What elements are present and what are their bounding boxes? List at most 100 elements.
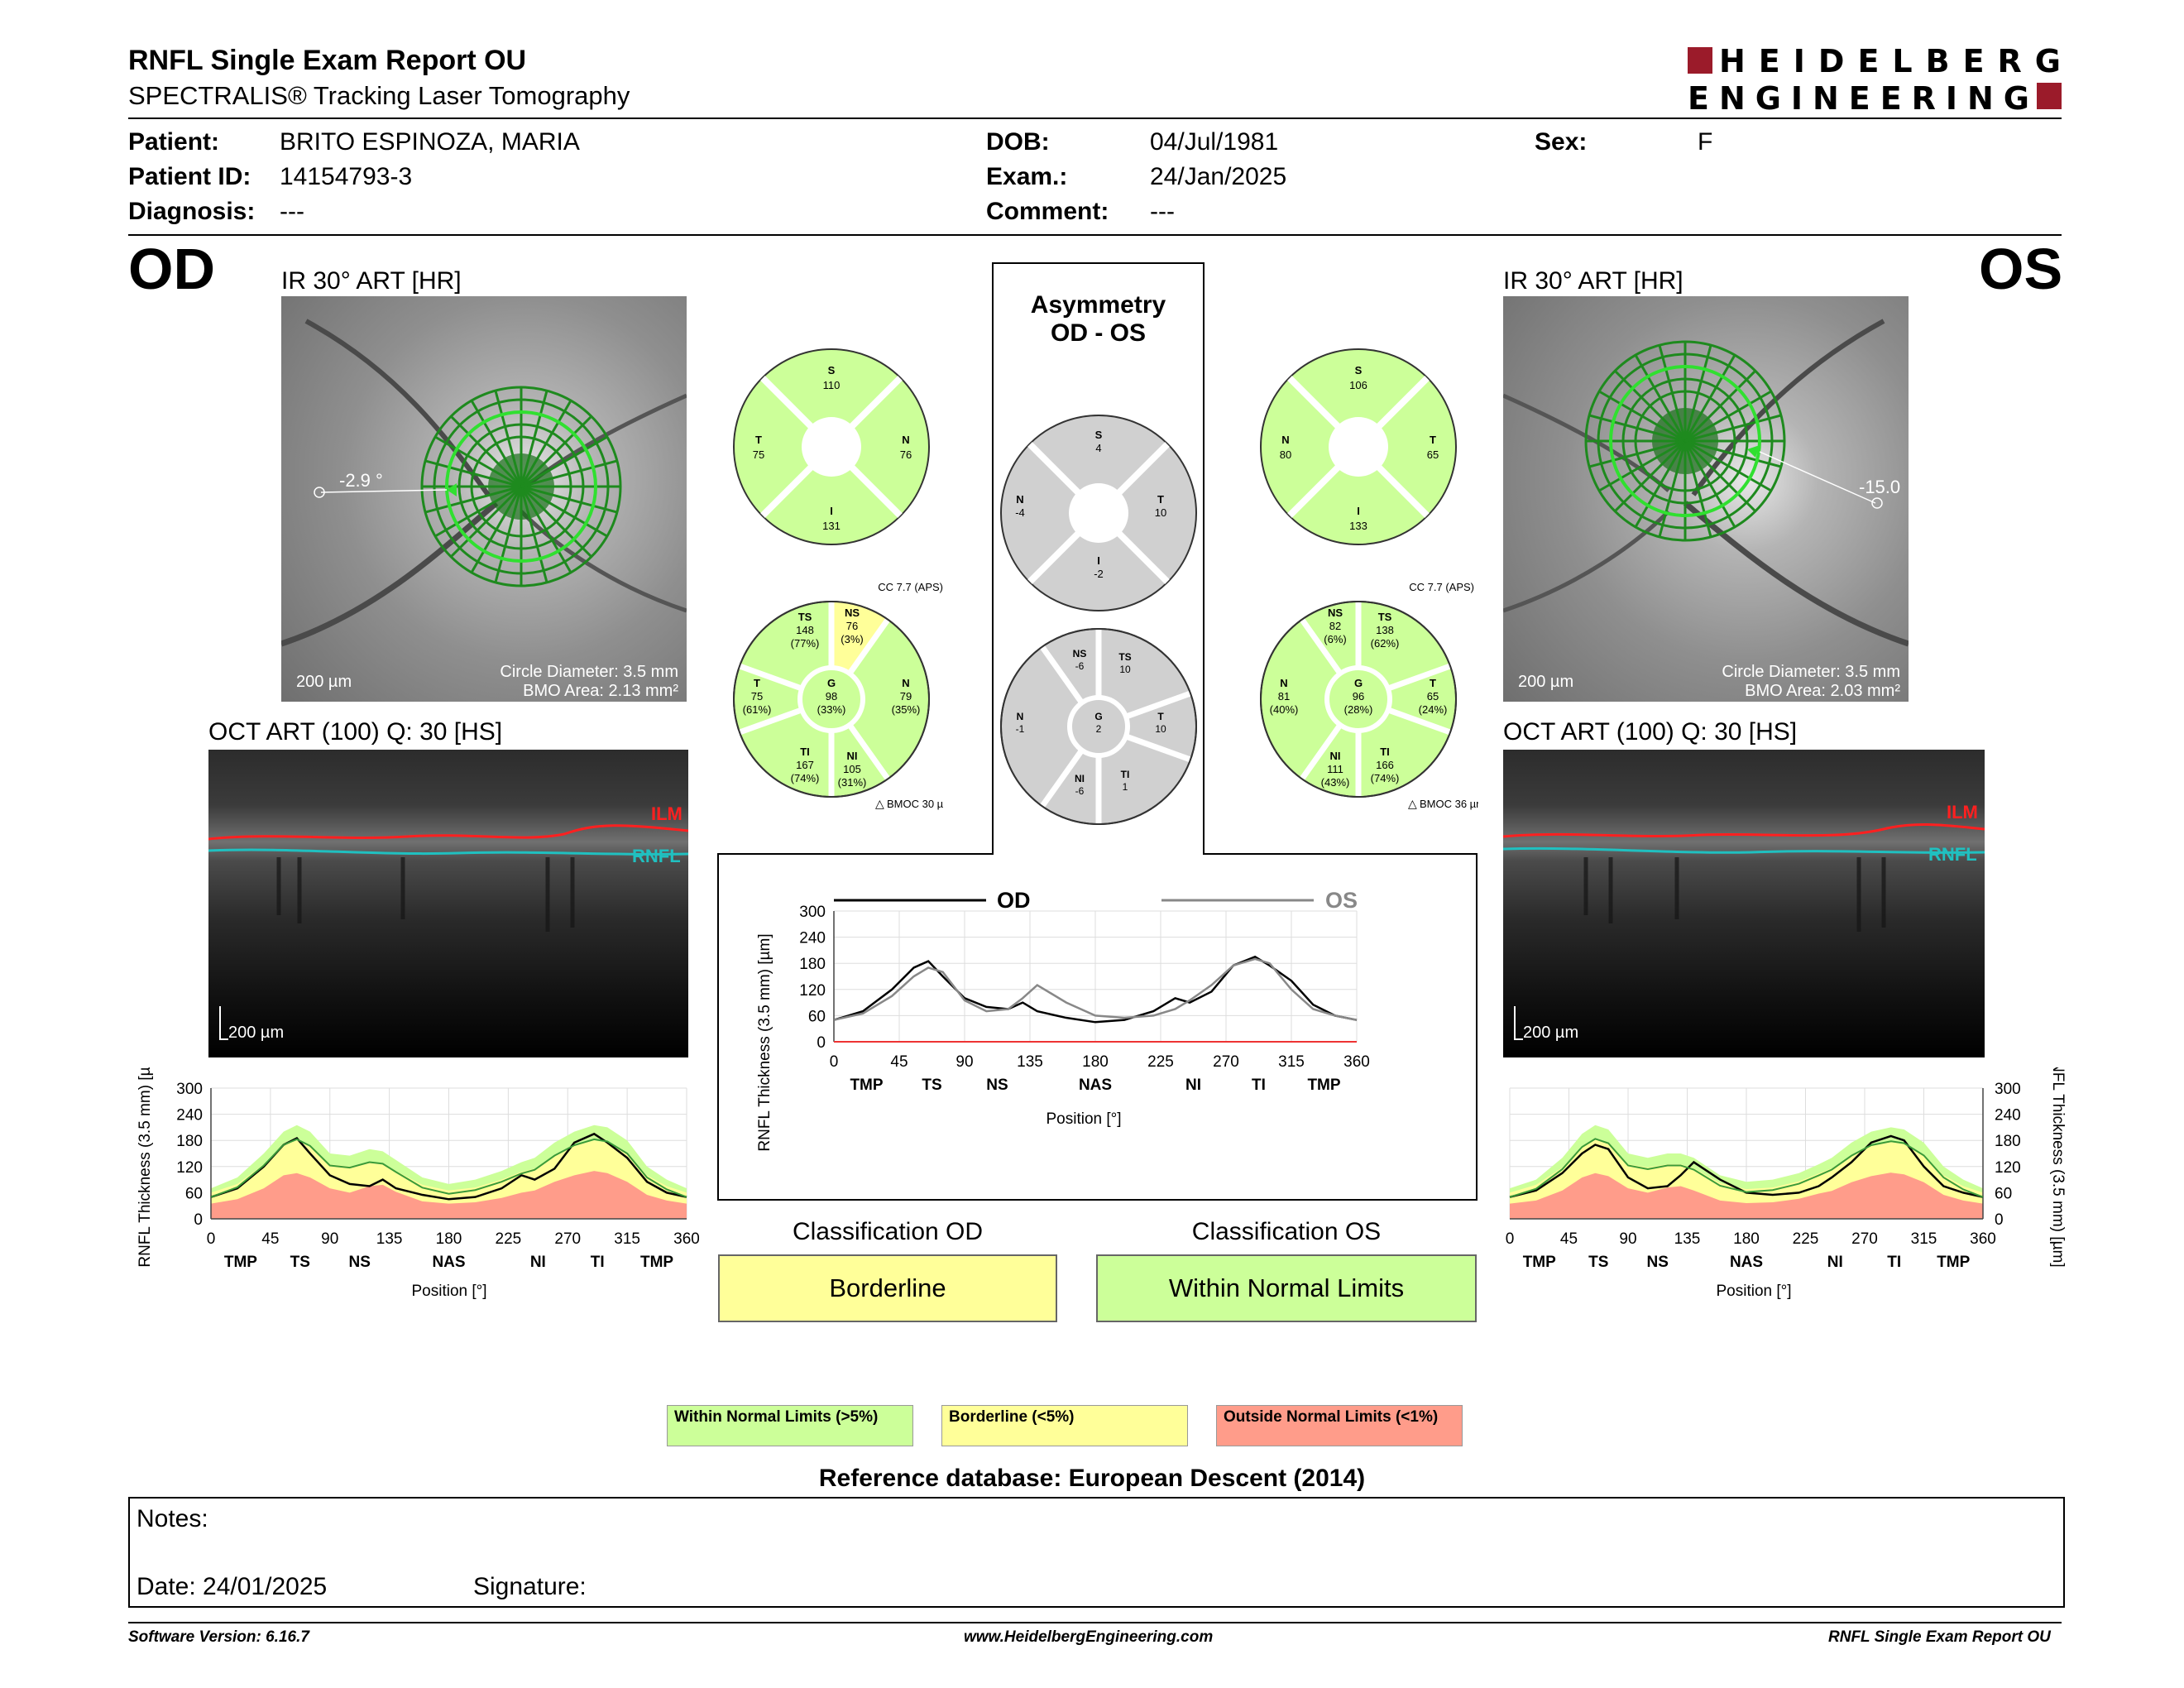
svg-text:200 µm: 200 µm — [228, 1024, 284, 1042]
svg-text:96: 96 — [1353, 690, 1364, 703]
asymmetry-sector-chart: NS -6 TS 10 N -1 G 2 T 10 NI -6 TI 1 — [999, 627, 1198, 830]
x-tick-label: 135 — [376, 1230, 403, 1248]
svg-text:TI: TI — [1121, 769, 1130, 780]
outside-normal-band — [211, 1171, 687, 1219]
svg-text:TS: TS — [798, 611, 812, 623]
svg-text:TI: TI — [1380, 746, 1390, 758]
patient-name: BRITO ESPINOZA, MARIA — [280, 128, 580, 156]
svg-text:RNFL Thickness (3.5 mm) [µm]: RNFL Thickness (3.5 mm) [µm] — [756, 933, 774, 1151]
svg-text:200 µm: 200 µm — [1523, 1024, 1578, 1042]
svg-text:S: S — [1355, 364, 1363, 376]
sector-label: NAS — [1079, 1077, 1112, 1094]
x-tick-label: 45 — [1560, 1230, 1578, 1248]
website: www.HeidelbergEngineering.com — [964, 1628, 1214, 1646]
sector-label: TI — [591, 1254, 605, 1271]
svg-text:I: I — [1357, 505, 1360, 517]
svg-text:(35%): (35%) — [892, 703, 921, 716]
y-tick-label: 180 — [1995, 1133, 2021, 1150]
series-line-od — [833, 955, 1358, 1024]
report-subtitle: SPECTRALIS® Tracking Laser Tomography — [128, 81, 630, 110]
svg-text:HEIDELBERG: HEIDELBERG — [1719, 45, 2062, 79]
svg-text:(62%): (62%) — [1371, 637, 1400, 650]
svg-text:-2: -2 — [1094, 568, 1104, 580]
svg-text:G: G — [1094, 711, 1102, 722]
y-tick-label: 0 — [817, 1034, 826, 1052]
x-tick-label: 360 — [1970, 1230, 1996, 1248]
svg-text:(40%): (40%) — [1270, 703, 1299, 716]
exam-label: Exam.: — [986, 163, 1068, 190]
normal-mean-line — [1509, 1138, 1984, 1198]
svg-text:166: 166 — [1376, 759, 1394, 771]
report-title: RNFL Single Exam Report OU — [128, 45, 527, 76]
od-oct-label: OCT ART (100) Q: 30 [HS] — [208, 718, 503, 746]
sector-label: NI — [1185, 1077, 1201, 1094]
x-tick-label: 180 — [1733, 1230, 1760, 1248]
svg-text:(31%): (31%) — [838, 776, 867, 789]
svg-text:Circle Diameter: 3.5 mm: Circle Diameter: 3.5 mm — [1722, 663, 1900, 681]
svg-text:Position [°]: Position [°] — [1046, 1110, 1121, 1128]
classification-os-badge: Within Normal Limits — [1096, 1254, 1477, 1322]
notes-signature: Signature: — [473, 1573, 587, 1600]
sector-label: TMP — [1523, 1254, 1556, 1271]
sector-label: NI — [1827, 1254, 1843, 1271]
svg-text:N: N — [1016, 493, 1023, 506]
x-tick-label: 225 — [1147, 1053, 1174, 1071]
asymmetry-quadrant-chart: S 4 N -4 T 10 I -2 — [999, 414, 1198, 616]
svg-text:T: T — [754, 677, 760, 689]
svg-text:N: N — [1017, 711, 1024, 722]
os-tsnit-chart: 300 240 180 120 60 0 0 45 90 135 180 225 270 315 360 TM… — [1503, 1049, 2074, 1320]
svg-text:(6%): (6%) — [1324, 633, 1346, 645]
x-tick-label: 90 — [1619, 1230, 1636, 1248]
os-eye-label: OS — [1979, 237, 2063, 301]
svg-text:(74%): (74%) — [791, 772, 820, 784]
svg-text:1: 1 — [1123, 781, 1128, 793]
y-tick-label: 120 — [799, 982, 826, 1000]
classification-os-title: Classification OS — [1191, 1218, 1382, 1245]
svg-text:82: 82 — [1329, 620, 1341, 632]
svg-text:CC 7.7 (APS): CC 7.7 (APS) — [1409, 581, 1474, 593]
sector-label: NAS — [432, 1254, 465, 1271]
x-tick-label: 135 — [1017, 1053, 1043, 1071]
svg-text:△: △ — [875, 797, 884, 810]
svg-text:81: 81 — [1278, 690, 1290, 703]
sector-label: TS — [922, 1077, 941, 1094]
svg-text:BMOC 36 µm: BMOC 36 µm — [1420, 798, 1478, 810]
asymmetry-title: Asymmetry OD - OS — [1030, 291, 1166, 347]
svg-text:(33%): (33%) — [817, 703, 846, 716]
heidelberg-logo: HEIDELBERG ENGINEERING — [1688, 43, 2064, 118]
x-tick-label: 315 — [614, 1230, 640, 1248]
x-tick-label: 90 — [956, 1053, 973, 1071]
normal-mean-line — [210, 1138, 687, 1198]
svg-text:NS: NS — [845, 607, 860, 619]
svg-text:ENGINEERING: ENGINEERING — [1688, 80, 2031, 114]
sector-label: TMP — [850, 1077, 883, 1094]
y-tick-label: 60 — [185, 1185, 203, 1202]
svg-text:Circle Diameter: 3.5 mm: Circle Diameter: 3.5 mm — [500, 663, 678, 681]
svg-text:NI: NI — [847, 750, 858, 762]
svg-text:111: 111 — [1327, 763, 1343, 775]
svg-text:(77%): (77%) — [791, 637, 820, 650]
svg-text:OS: OS — [1325, 888, 1358, 913]
svg-text:75: 75 — [753, 448, 764, 461]
svg-text:-4: -4 — [1015, 506, 1025, 519]
svg-text:79: 79 — [900, 690, 912, 703]
svg-text:T: T — [1430, 677, 1436, 689]
svg-text:75: 75 — [751, 690, 763, 703]
x-tick-label: 45 — [890, 1053, 908, 1071]
sector-label: TI — [1887, 1254, 1901, 1271]
y-tick-label: 0 — [194, 1211, 203, 1229]
sector-label: NS — [986, 1077, 1008, 1094]
notes-date: Date: 24/01/2025 — [136, 1573, 328, 1600]
svg-text:2: 2 — [1096, 723, 1102, 735]
y-tick-label: 0 — [1995, 1211, 2004, 1229]
y-tick-label: 120 — [176, 1159, 203, 1177]
svg-text:RNFL Thickness (3.5 mm) [µm]: RNFL Thickness (3.5 mm) [µm] — [136, 1067, 154, 1268]
od-sector-chart: CC 7.7 (APS) TS 148 (77%) NS 76 (3%) T 7… — [728, 579, 952, 815]
svg-text:N: N — [902, 677, 909, 689]
svg-text:G: G — [1354, 677, 1363, 689]
x-tick-label: 225 — [1793, 1230, 1819, 1248]
sector-label: TS — [290, 1254, 310, 1271]
svg-text:-1: -1 — [1016, 723, 1025, 735]
svg-text:138: 138 — [1376, 624, 1394, 636]
classification-od-badge: Borderline — [718, 1254, 1057, 1322]
